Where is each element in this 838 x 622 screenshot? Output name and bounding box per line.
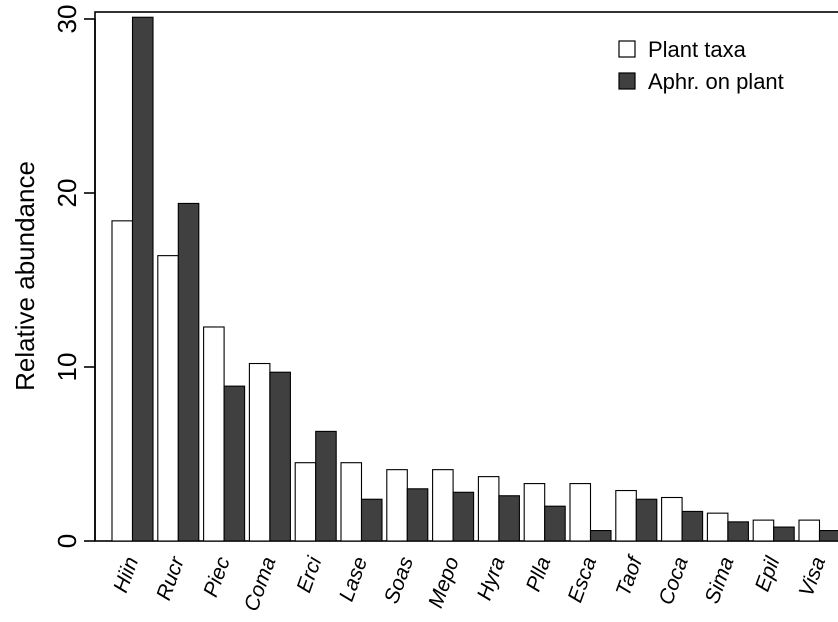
y-tick-label: 20 <box>52 179 82 208</box>
x-tick-label: Lase <box>335 554 372 605</box>
bar-lase-aphr-on-plant <box>360 498 383 542</box>
legend-swatch-plant-taxa <box>618 40 636 58</box>
x-tick-label: Erci <box>292 553 326 596</box>
bar-plla-plant-taxa <box>523 483 546 542</box>
x-tick-label: Hiin <box>109 554 143 596</box>
bar-epil-aphr-on-plant <box>773 526 795 542</box>
bar-hiin-plant-taxa <box>111 220 134 542</box>
bar-erci-aphr-on-plant <box>315 430 337 542</box>
bar-hyra-plant-taxa <box>477 476 500 542</box>
x-axis-labels: Hiin Rucr Piec Coma Erci Lase Soas Mepo Hyra Plla… <box>109 552 830 615</box>
bar-mepo-aphr-on-plant <box>452 491 475 542</box>
y-axis-label: Relative abundance <box>10 161 40 391</box>
x-tick-label: Esca <box>564 554 602 606</box>
bar-coca-plant-taxa <box>661 496 683 542</box>
x-tick-label: Coma <box>240 554 281 615</box>
bar-hiin-aphr-on-plant <box>131 16 154 542</box>
bars-layer <box>111 16 838 542</box>
bar-visa-plant-taxa <box>798 519 821 542</box>
x-tick-label: Hyra <box>473 554 510 604</box>
bar-soas-aphr-on-plant <box>406 488 429 542</box>
x-tick-label: Taof <box>612 552 648 600</box>
x-tick-label: Soas <box>380 553 418 606</box>
bar-taof-aphr-on-plant <box>635 498 658 542</box>
y-axis: 0 10 20 30 <box>52 5 96 548</box>
x-tick-label: Sima <box>701 554 739 607</box>
bar-coma-plant-taxa <box>248 362 271 542</box>
bar-esca-plant-taxa <box>569 483 592 542</box>
bar-lase-plant-taxa <box>340 462 363 542</box>
bar-coma-aphr-on-plant <box>269 371 291 542</box>
bar-hyra-aphr-on-plant <box>498 495 520 542</box>
bar-mepo-plant-taxa <box>432 469 454 542</box>
x-tick-label: Coca <box>654 554 692 608</box>
legend-label-plant-taxa: Plant taxa <box>648 37 747 62</box>
x-tick-label: Epil <box>751 553 785 595</box>
bar-piec-plant-taxa <box>203 326 225 542</box>
bar-coca-aphr-on-plant <box>681 510 704 542</box>
x-tick-label: Visa <box>795 554 830 600</box>
x-tick-label: Plla <box>522 554 556 595</box>
x-tick-label: Rucr <box>152 553 189 603</box>
y-tick-label: 0 <box>52 534 82 548</box>
bar-visa-aphr-on-plant <box>818 530 838 542</box>
bar-sima-plant-taxa <box>706 512 729 542</box>
bar-esca-aphr-on-plant <box>589 530 612 542</box>
x-tick-label: Mepo <box>424 554 464 612</box>
bar-sima-aphr-on-plant <box>727 521 749 542</box>
y-tick-label: 30 <box>52 5 82 34</box>
bar-epil-plant-taxa <box>752 519 775 542</box>
bar-taof-plant-taxa <box>615 489 637 542</box>
bar-soas-plant-taxa <box>386 469 408 542</box>
legend-swatch-aphr-on-plant <box>618 72 636 90</box>
bar-piec-aphr-on-plant <box>223 385 246 542</box>
y-tick-label: 10 <box>52 353 82 382</box>
bar-rucr-plant-taxa <box>157 255 179 542</box>
legend-label-aphr-on-plant: Aphr. on plant <box>648 69 784 94</box>
bar-plla-aphr-on-plant <box>544 505 566 542</box>
bar-rucr-aphr-on-plant <box>177 202 200 542</box>
x-tick-label: Piec <box>199 553 235 600</box>
legend: Plant taxa Aphr. on plant <box>618 37 784 94</box>
bar-erci-plant-taxa <box>294 462 317 542</box>
